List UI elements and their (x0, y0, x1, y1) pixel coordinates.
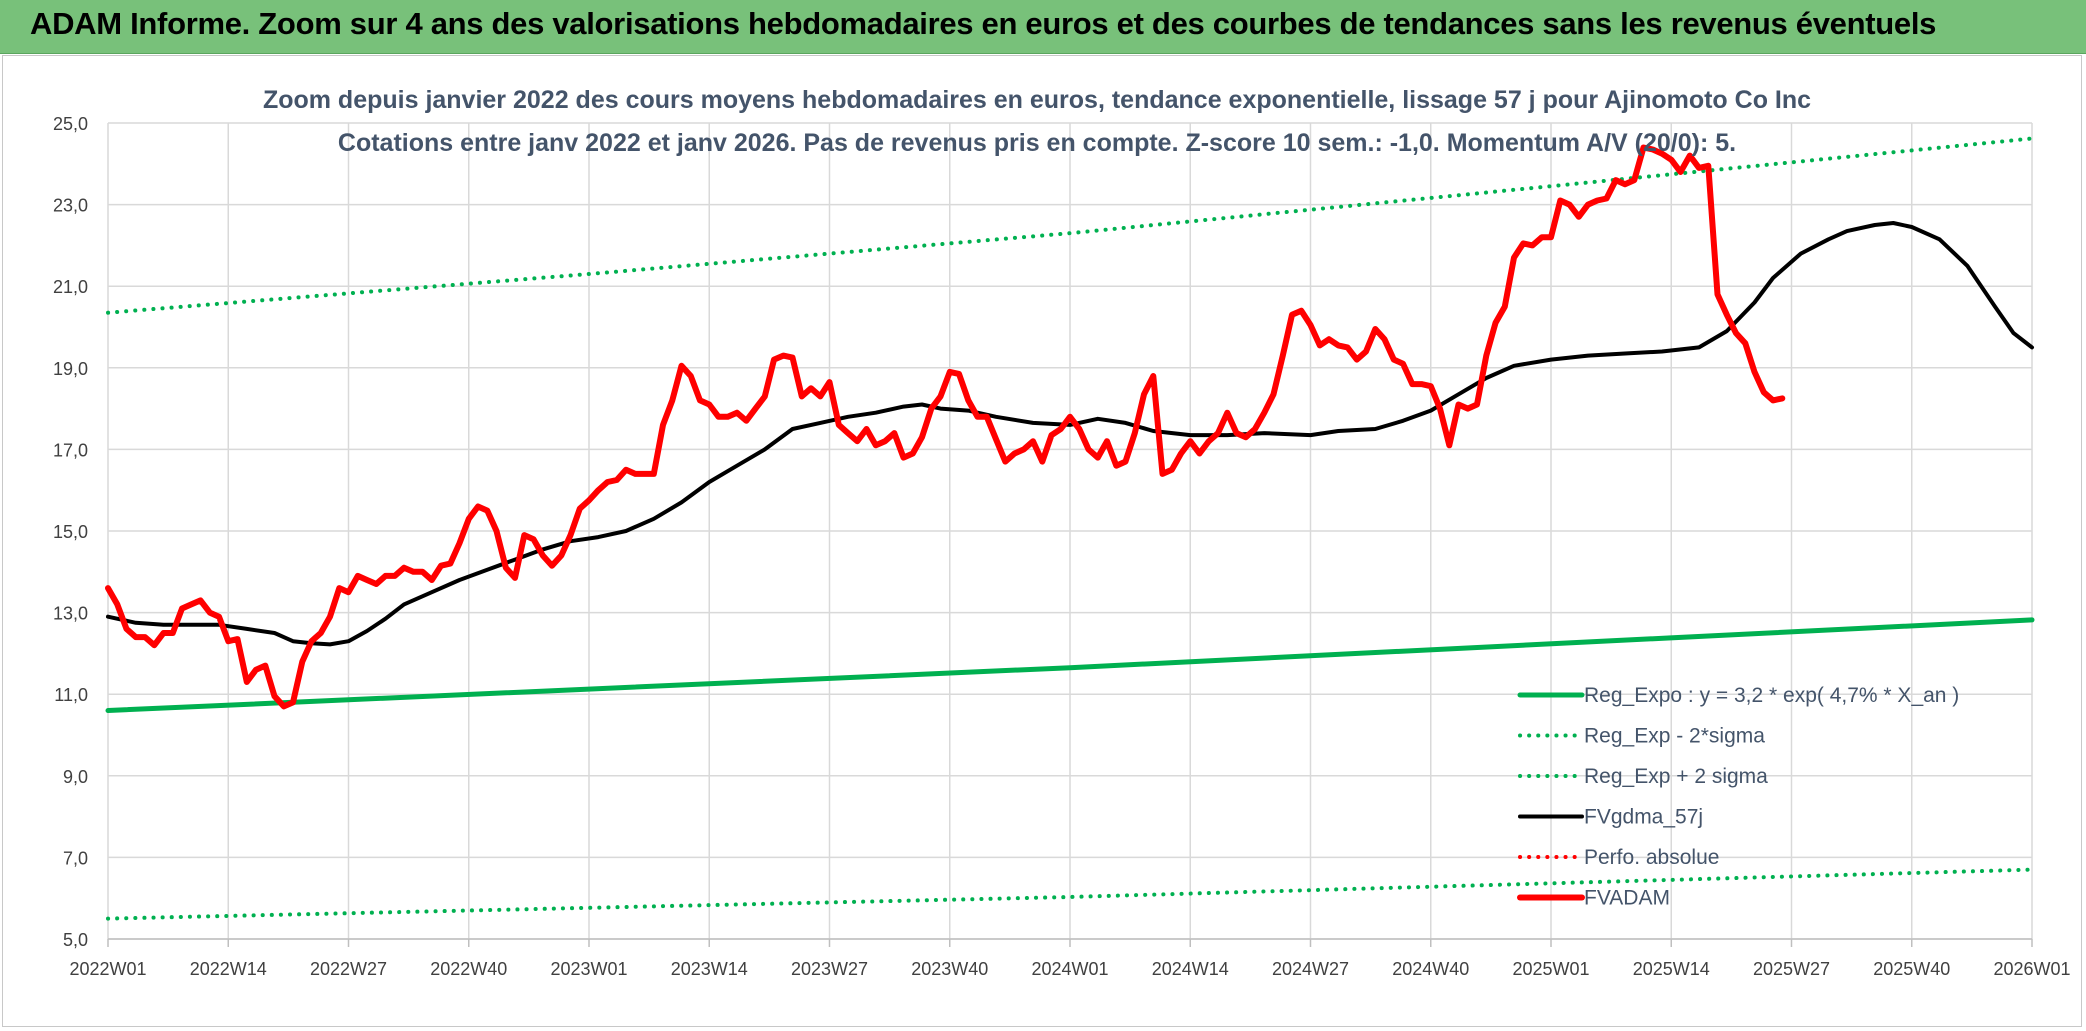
y-tick-label: 13,0 (53, 604, 88, 624)
x-tick-label: 2025W27 (1753, 959, 1830, 979)
report-banner: ADAM Informe. Zoom sur 4 ans des valoris… (0, 0, 2086, 54)
x-tick-label: 2025W14 (1633, 959, 1710, 979)
y-tick-label: 9,0 (63, 767, 88, 787)
series-line-fvadam (105, 144, 1786, 710)
x-tick-label: 2022W14 (190, 959, 267, 979)
legend-label: Reg_Exp + 2 sigma (1584, 765, 1768, 788)
y-tick-label: 7,0 (63, 848, 88, 868)
chart-subtitle: Cotations entre janv 2022 et janv 2026. … (338, 129, 1736, 157)
legend-label: Reg_Expo : y = 3,2 * exp( 4,7% * X_an ) (1584, 684, 1959, 707)
x-tick-label: 2022W40 (430, 959, 507, 979)
y-tick-label: 5,0 (63, 930, 88, 950)
y-tick-label: 17,0 (53, 440, 88, 460)
x-tick-label: 2025W01 (1512, 959, 1589, 979)
x-tick-label: 2024W27 (1272, 959, 1349, 979)
y-tick-label: 25,0 (53, 114, 88, 134)
grid (107, 122, 2033, 940)
y-tick-label: 11,0 (54, 685, 88, 705)
chart-title: Zoom depuis janvier 2022 des cours moyen… (263, 86, 1811, 114)
legend: Reg_Expo : y = 3,2 * exp( 4,7% * X_an ) R… (1517, 684, 1959, 910)
series-line-reg-expo (105, 617, 2035, 713)
legend-label: FVgdma_57j (1584, 806, 1703, 829)
x-tick-label: 2023W14 (671, 959, 748, 979)
x-tick-label: 2024W40 (1392, 959, 1469, 979)
y-tick-label: 21,0 (53, 277, 88, 297)
x-tick-label: 2023W40 (911, 959, 988, 979)
x-tick-label: 2024W01 (1031, 959, 1108, 979)
x-tick-label: 2022W27 (310, 959, 387, 979)
y-tick-label: 19,0 (53, 359, 88, 379)
series-line-fvgdma-57j (106, 221, 2034, 647)
y-axis: 25,0 23,0 21,0 19,0 17,0 15,0 13,0 11,0 9,0 7,0 5,… (53, 114, 88, 950)
legend-label: Reg_Exp - 2*sigma (1584, 725, 1765, 748)
x-axis: 2022W01 2022W14 2022W27 2022W40 2023W01 2023W… (69, 938, 2071, 979)
legend-label: FVADAM (1584, 887, 1670, 910)
y-tick-label: 15,0 (53, 522, 88, 542)
series-group (105, 136, 2035, 921)
x-tick-label: 2025W40 (1873, 959, 1950, 979)
chart-frame (2, 55, 2082, 1027)
report-title: ADAM Informe. Zoom sur 4 ans des valoris… (30, 6, 1937, 41)
x-tick-label: 2026W01 (1993, 959, 2070, 979)
x-tick-label: 2024W14 (1152, 959, 1229, 979)
x-tick-label: 2023W27 (791, 959, 868, 979)
legend-label: Perfo. absolue (1584, 846, 1719, 869)
y-tick-label: 23,0 (53, 196, 88, 216)
x-tick-label: 2023W01 (550, 959, 627, 979)
x-tick-label: 2022W01 (69, 959, 146, 979)
